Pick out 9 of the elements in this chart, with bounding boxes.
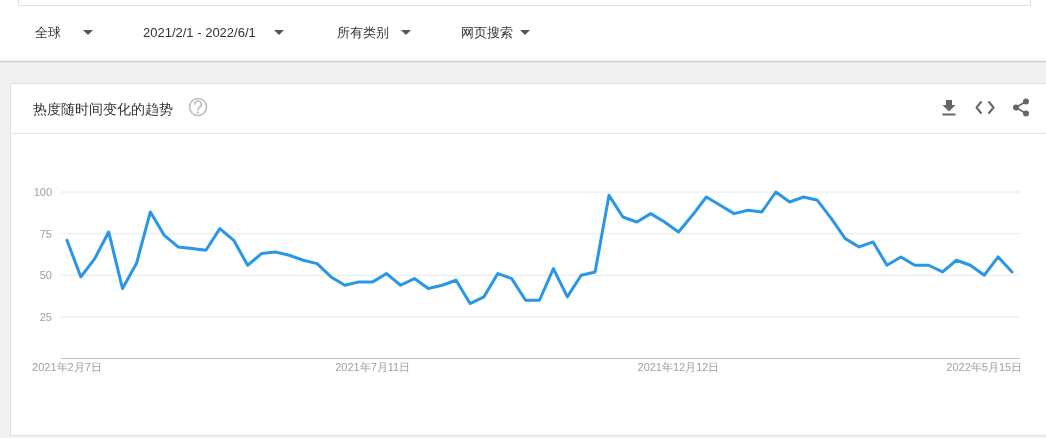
x-tick-label: 2021年2月7日: [32, 361, 102, 373]
y-tick-label: 75: [39, 227, 52, 240]
y-tick-label: 25: [39, 310, 52, 323]
y-tick-label: 100: [33, 186, 52, 198]
title: 热度随时间变化的趋势: [33, 101, 173, 117]
y-tick-label: 50: [39, 269, 52, 282]
x-tick-label: 2022年5月15日: [946, 361, 1023, 373]
x-tick-label: 2021年7月11日: [335, 361, 411, 373]
x-tick-label: 2021年12月12日: [637, 361, 720, 373]
